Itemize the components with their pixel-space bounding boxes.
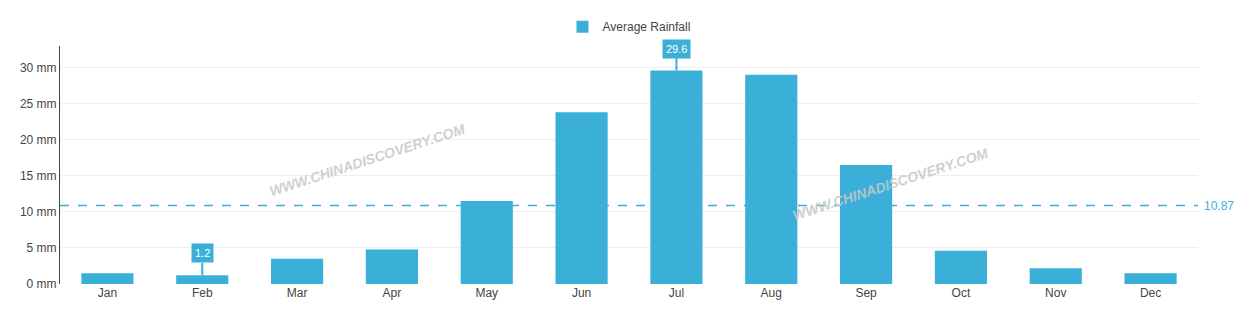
svg-text:Feb: Feb (192, 286, 213, 300)
svg-text:Aug: Aug (761, 286, 782, 300)
svg-text:0 mm: 0 mm (27, 277, 57, 291)
svg-text:Mar: Mar (287, 286, 308, 300)
svg-text:29.6: 29.6 (666, 43, 687, 55)
svg-text:Average Rainfall: Average Rainfall (603, 20, 691, 34)
svg-text:25 mm: 25 mm (20, 97, 57, 111)
svg-text:10 mm: 10 mm (20, 205, 57, 219)
svg-text:15 mm: 15 mm (20, 169, 57, 183)
svg-text:WWW.CHINADISCOVERY.COM: WWW.CHINADISCOVERY.COM (267, 121, 467, 199)
svg-text:Jun: Jun (572, 286, 591, 300)
svg-text:5 mm: 5 mm (27, 241, 57, 255)
svg-text:May: May (475, 286, 498, 300)
svg-text:30 mm: 30 mm (20, 61, 57, 75)
svg-text:Jul: Jul (669, 286, 684, 300)
svg-text:Apr: Apr (383, 286, 402, 300)
svg-text:Sep: Sep (855, 286, 877, 300)
svg-text:1.2: 1.2 (195, 247, 210, 259)
svg-text:Oct: Oct (952, 286, 971, 300)
svg-text:WWW.CHINADISCOVERY.COM: WWW.CHINADISCOVERY.COM (791, 145, 991, 223)
svg-text:Dec: Dec (1140, 286, 1161, 300)
svg-text:Nov: Nov (1045, 286, 1066, 300)
svg-text:Jan: Jan (98, 286, 117, 300)
svg-text:10.87: 10.87 (1204, 199, 1234, 213)
svg-text:20 mm: 20 mm (20, 133, 57, 147)
